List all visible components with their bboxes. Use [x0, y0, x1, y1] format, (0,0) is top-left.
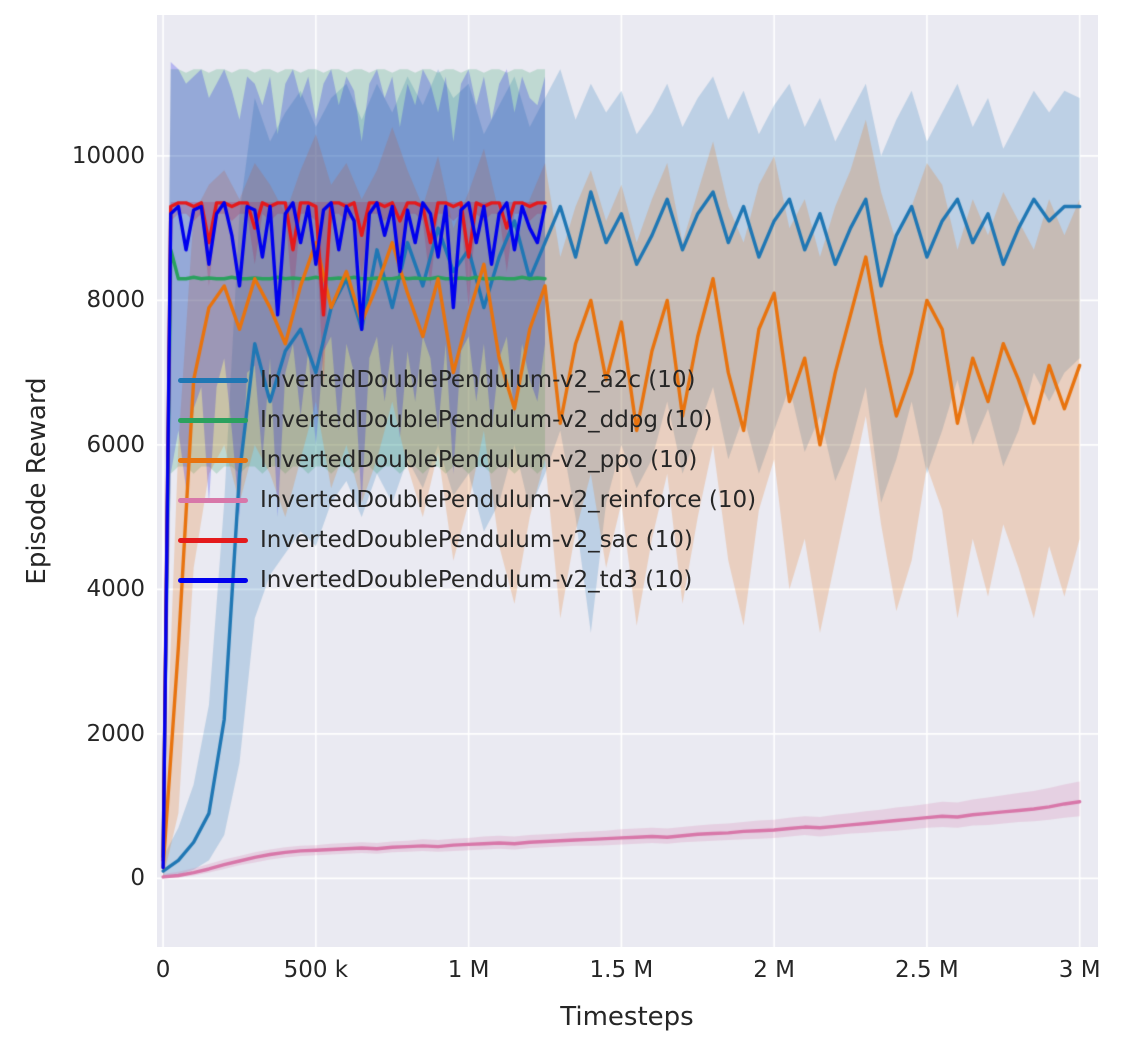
legend-item-ppo: InvertedDoublePendulum-v2_ppo (10): [178, 440, 756, 480]
x-tick-label: 500 k: [283, 957, 349, 983]
x-tick-label: 0: [155, 957, 171, 983]
y-tick-label: 8000: [86, 287, 145, 314]
y-tick-label: 4000: [86, 576, 145, 603]
legend-line-sample: [178, 577, 248, 583]
legend-line-sample: [178, 377, 248, 383]
legend-line-sample: [178, 417, 248, 423]
x-tick-label: 1.5 M: [589, 957, 654, 983]
legend-label: InvertedDoublePendulum-v2_ddpg (10): [260, 407, 713, 433]
x-tick-label: 2.5 M: [895, 957, 959, 983]
x-tick-label: 3 M: [1058, 957, 1101, 983]
legend-item-a2c: InvertedDoublePendulum-v2_a2c (10): [178, 360, 756, 400]
legend-item-td3: InvertedDoublePendulum-v2_td3 (10): [178, 560, 756, 600]
x-tick-label: 2 M: [753, 957, 796, 983]
legend-label: InvertedDoublePendulum-v2_reinforce (10): [260, 487, 757, 513]
legend-item-sac: InvertedDoublePendulum-v2_sac (10): [178, 520, 756, 560]
legend-item-reinforce: InvertedDoublePendulum-v2_reinforce (10): [178, 480, 756, 520]
y-tick-label: 10000: [71, 142, 145, 169]
legend-line-sample: [178, 457, 248, 463]
legend-line-sample: [178, 497, 248, 503]
y-tick-label: 2000: [86, 720, 145, 747]
y-axis-label: Episode Reward: [22, 377, 52, 585]
legend-label: InvertedDoublePendulum-v2_a2c (10): [260, 367, 696, 393]
legend: InvertedDoublePendulum-v2_a2c (10) Invert…: [178, 360, 756, 600]
legend-line-sample: [178, 537, 248, 543]
y-tick-label: 6000: [86, 431, 145, 458]
legend-label: InvertedDoublePendulum-v2_sac (10): [260, 527, 693, 553]
legend-label: InvertedDoublePendulum-v2_ppo (10): [260, 447, 698, 473]
legend-label: InvertedDoublePendulum-v2_td3 (10): [260, 567, 693, 593]
legend-item-ddpg: InvertedDoublePendulum-v2_ddpg (10): [178, 400, 756, 440]
x-tick-label: 1 M: [447, 957, 490, 983]
x-axis-label: Timesteps: [560, 1002, 694, 1032]
plot-area: [157, 15, 1098, 947]
y-tick-label: 0: [130, 865, 145, 892]
